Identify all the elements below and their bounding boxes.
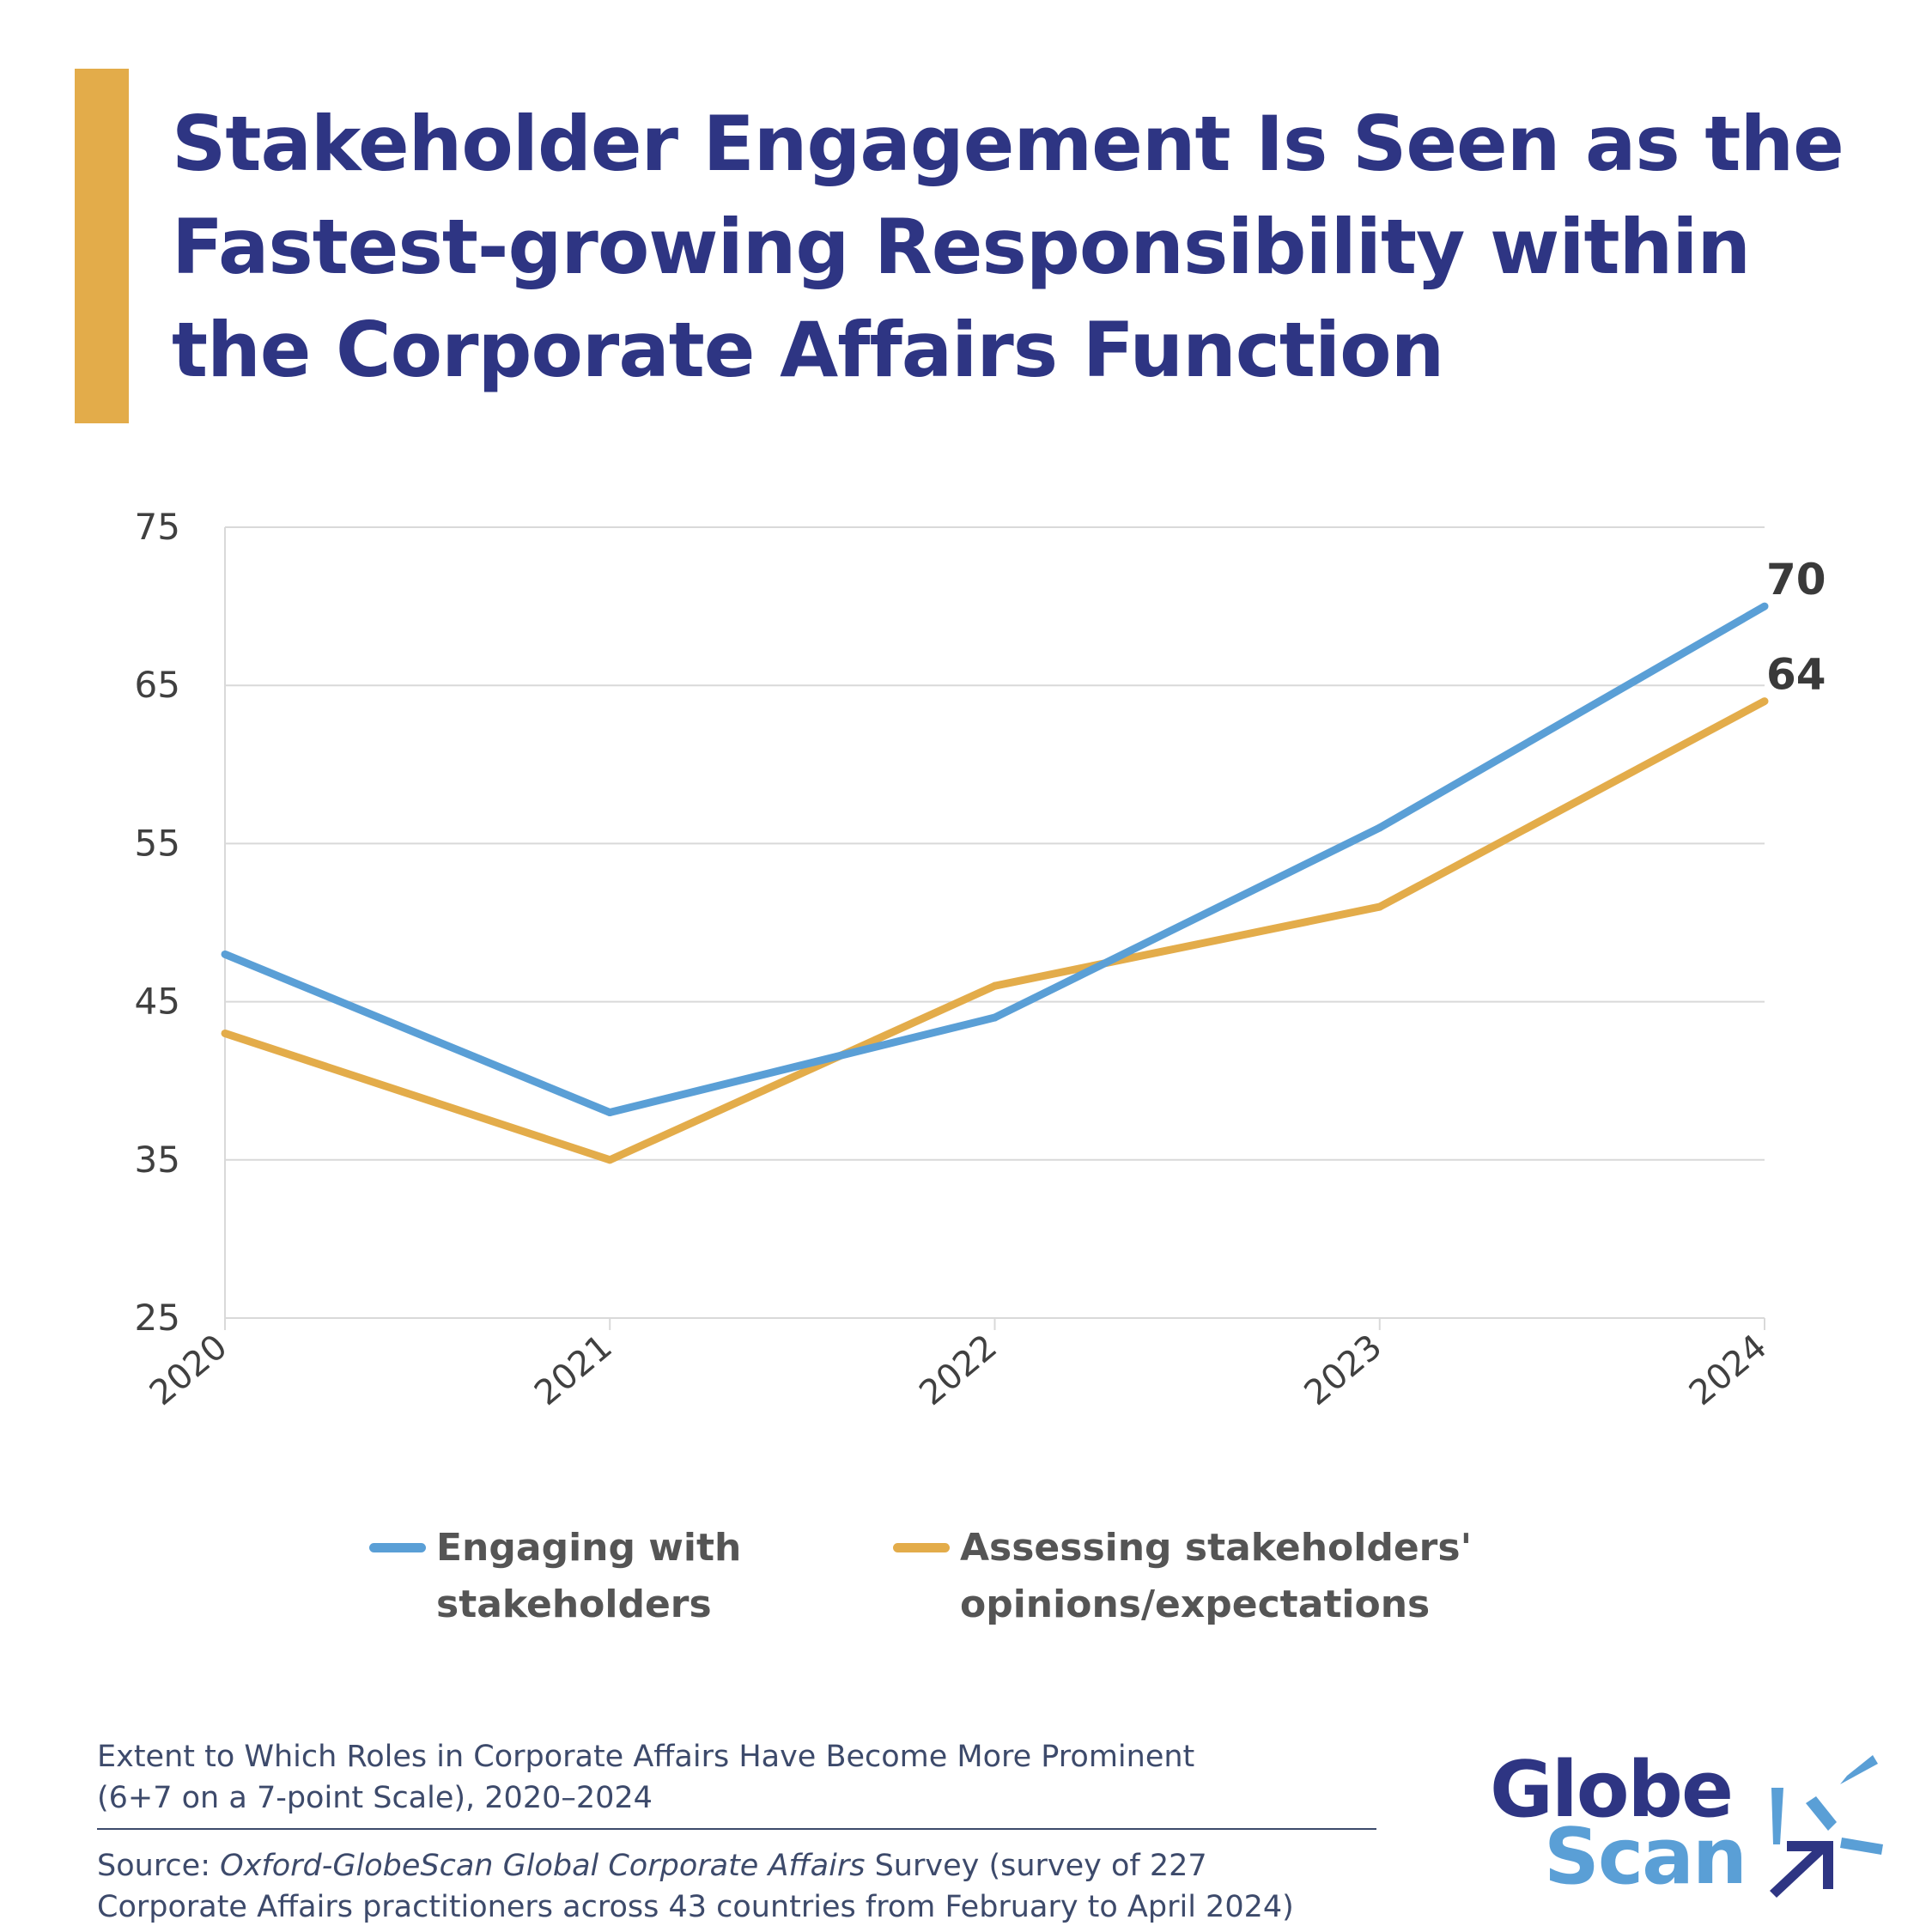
logo-burst-icon [1770, 1755, 1883, 1898]
legend-label-assessing: Assessing stakeholders' opinions/expecta… [960, 1520, 1472, 1633]
data-point-s1-2024 [1760, 602, 1769, 611]
x-tick-label-2024: 2024 [1682, 1327, 1775, 1413]
x-tick-label-2023: 2023 [1297, 1327, 1390, 1413]
data-point-s2-2020 [221, 1029, 229, 1037]
source-line1: Source: Oxford-GlobeScan Global Corporat… [97, 1845, 1437, 1886]
y-tick-label-35: 35 [135, 1139, 180, 1181]
series-line-2 [223, 697, 1767, 1164]
legend-label-assessing-line2: opinions/expectations [960, 1583, 1431, 1626]
logo-word-scan: Scan [1544, 1812, 1747, 1902]
data-point-s1-2023 [1376, 823, 1384, 832]
legend-item-assessing: Assessing stakeholders' opinions/expecta… [893, 1520, 1472, 1633]
data-point-s1-2020 [221, 950, 229, 958]
y-tick-label-55: 55 [135, 822, 180, 864]
source-line2: Corporate Affairs practitioners across 4… [97, 1890, 1294, 1924]
y-tick-label-25: 25 [135, 1297, 180, 1339]
y-tick-label-45: 45 [135, 981, 180, 1023]
data-point-s1-2021 [605, 1109, 614, 1117]
accent-bar [75, 69, 129, 423]
data-point-s1-2022 [991, 1013, 999, 1022]
y-tick-label-75: 75 [135, 506, 180, 548]
source-rest: Survey (survey of 227 [865, 1849, 1207, 1883]
chart-caption: Extent to Which Roles in Corporate Affai… [97, 1736, 1385, 1819]
data-point-s2-2021 [605, 1156, 614, 1164]
source-title: Oxford-GlobeScan Global Corporate Affair… [220, 1849, 866, 1883]
source-note: Source: Oxford-GlobeScan Global Corporat… [97, 1845, 1437, 1928]
data-point-s2-2024 [1760, 697, 1769, 706]
series-line-1 [223, 603, 1767, 1117]
caption-line1: Extent to Which Roles in Corporate Affai… [97, 1740, 1195, 1774]
y-tick-label-65: 65 [135, 664, 180, 706]
legend-item-engaging: Engaging with stakeholders [369, 1520, 741, 1633]
legend-label-engaging-line2: stakeholders [436, 1583, 712, 1626]
x-tick-label-2021: 2021 [527, 1327, 620, 1413]
footer-divider [97, 1828, 1376, 1830]
chart-svg: 25 35 45 55 65 75 2020 2021 2022 2023 2024 70 64 [135, 506, 1826, 1413]
x-tick-label-2020: 2020 [143, 1327, 235, 1413]
caption-line2: (6+7 on a 7-point Scale), 2020–2024 [97, 1781, 653, 1815]
data-point-s2-2023 [1376, 902, 1384, 911]
x-tick-label-2022: 2022 [912, 1327, 1005, 1413]
line-chart: 25 35 45 55 65 75 2020 2021 2022 2023 2024 70 64 [0, 481, 1932, 1460]
chart-title: Stakeholder Engagement Is Seen as the Fa… [172, 100, 1844, 394]
logo-word-globe: Globe [1490, 1745, 1734, 1835]
legend-label-engaging-line1: Engaging with [436, 1526, 742, 1570]
source-prefix: Source: [97, 1849, 221, 1883]
legend-label-engaging: Engaging with stakeholders [436, 1520, 741, 1633]
globescan-logo: Globe Scan [1490, 1752, 1893, 1902]
legend-swatch-engaging [369, 1543, 426, 1552]
end-value-label-1: 70 [1766, 555, 1826, 605]
chart-legend: Engaging with stakeholders Assessing sta… [0, 1520, 1932, 1640]
data-point-s2-2022 [991, 981, 999, 990]
legend-swatch-assessing [893, 1543, 950, 1552]
end-value-label-2: 64 [1766, 650, 1826, 700]
legend-label-assessing-line1: Assessing stakeholders' [960, 1526, 1473, 1570]
